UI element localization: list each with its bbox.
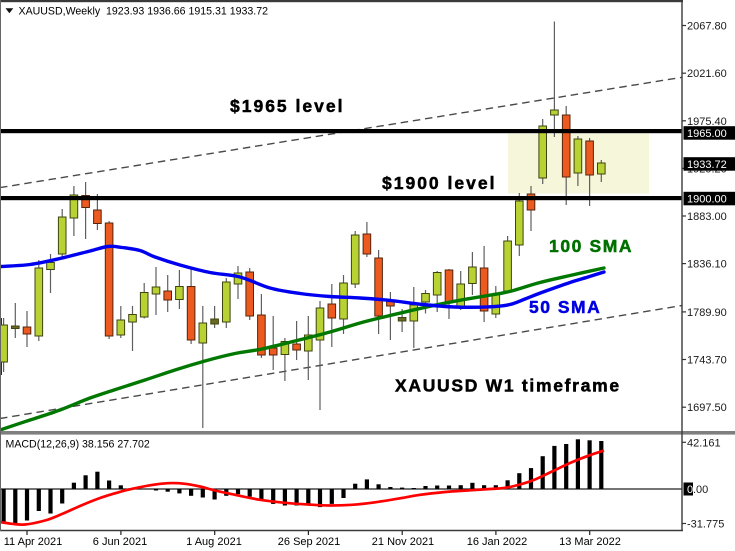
svg-text:1697.50: 1697.50: [687, 402, 727, 414]
svg-text:MACD(12,26,9) 38.156 27.702: MACD(12,26,9) 38.156 27.702: [6, 439, 150, 451]
svg-text:$1900 level: $1900 level: [382, 173, 496, 193]
svg-text:13 Mar 2022: 13 Mar 2022: [559, 536, 621, 548]
svg-text:26 Sep 2021: 26 Sep 2021: [278, 536, 340, 548]
svg-text:2067.80: 2067.80: [687, 21, 727, 33]
svg-text:XAUUSD W1 timeframe: XAUUSD W1 timeframe: [395, 376, 621, 396]
svg-text:2021.60: 2021.60: [687, 68, 727, 80]
svg-text:11 Apr 2021: 11 Apr 2021: [4, 536, 63, 548]
svg-text:1836.10: 1836.10: [687, 259, 727, 271]
svg-text:16 Jan 2022: 16 Jan 2022: [467, 536, 528, 548]
svg-text:1965.00: 1965.00: [687, 128, 727, 140]
svg-text:1975.40: 1975.40: [687, 116, 727, 128]
svg-text:XAUUSD,Weekly 1923.93 1936.66: XAUUSD,Weekly 1923.93 1936.66 1915.31 19…: [19, 6, 269, 18]
svg-text:-31.775: -31.775: [687, 519, 724, 531]
svg-text:1 Aug 2021: 1 Aug 2021: [186, 536, 242, 548]
svg-text:0: 0: [687, 484, 693, 496]
svg-text:$1965 level: $1965 level: [230, 96, 344, 116]
svg-text:50 SMA: 50 SMA: [529, 297, 601, 317]
svg-text:1900.00: 1900.00: [687, 194, 727, 206]
svg-text:100 SMA: 100 SMA: [549, 236, 633, 256]
svg-text:1933.72: 1933.72: [687, 159, 727, 171]
svg-text:21 Nov 2021: 21 Nov 2021: [372, 536, 434, 548]
svg-text:1883.00: 1883.00: [687, 211, 727, 223]
svg-text:.00: .00: [693, 484, 708, 496]
svg-text:1789.90: 1789.90: [687, 307, 727, 319]
svg-text:42.161: 42.161: [687, 437, 721, 449]
svg-text:6 Jun 2021: 6 Jun 2021: [93, 536, 147, 548]
svg-text:1743.70: 1743.70: [687, 355, 727, 367]
